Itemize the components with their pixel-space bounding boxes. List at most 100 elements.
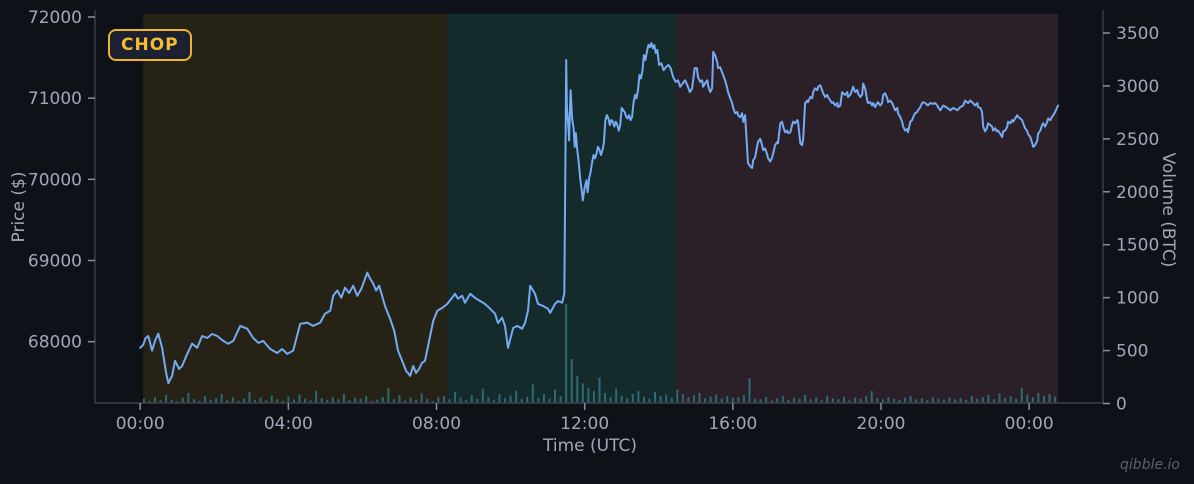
volume-bar bbox=[626, 398, 629, 404]
volume-bar bbox=[259, 397, 262, 404]
volume-bar bbox=[726, 396, 729, 404]
volume-bar bbox=[565, 303, 568, 404]
volume-bar bbox=[337, 399, 340, 404]
volume-bar bbox=[615, 388, 618, 404]
volume-bar bbox=[820, 399, 823, 404]
volume-bar bbox=[170, 399, 173, 404]
price-tick-label: 70000 bbox=[28, 170, 82, 190]
volume-bar bbox=[504, 398, 507, 404]
volume-bar bbox=[598, 377, 601, 404]
volume-bar bbox=[887, 397, 890, 404]
volume-bar bbox=[331, 397, 334, 404]
volume-bar bbox=[804, 395, 807, 404]
price-tick-label: 72000 bbox=[28, 8, 82, 28]
volume-bar bbox=[498, 393, 501, 404]
volume-bar bbox=[715, 394, 718, 404]
volume-tick-label: 3000 bbox=[1116, 77, 1159, 97]
volume-bar bbox=[437, 397, 440, 404]
volume-bar bbox=[831, 398, 834, 404]
volume-bar bbox=[837, 399, 840, 404]
volume-bar bbox=[881, 399, 884, 404]
axes bbox=[94, 10, 1104, 404]
volume-bar bbox=[481, 388, 484, 404]
volume-bar bbox=[792, 397, 795, 404]
volume-bar bbox=[848, 400, 851, 404]
volume-bar bbox=[709, 396, 712, 404]
volume-bars bbox=[142, 303, 1057, 404]
volume-bar bbox=[376, 399, 379, 404]
volume-bar bbox=[509, 395, 512, 404]
volume-bar bbox=[354, 397, 357, 404]
volume-bar bbox=[754, 398, 757, 404]
volume-bar bbox=[748, 378, 751, 404]
volume-bar bbox=[209, 399, 212, 404]
volume-bar bbox=[959, 398, 962, 404]
volume-bar bbox=[776, 398, 779, 404]
volume-bar bbox=[159, 400, 162, 404]
volume-bar bbox=[381, 397, 384, 404]
volume-bar bbox=[620, 395, 623, 404]
volume-bar bbox=[242, 398, 245, 404]
volume-bar bbox=[315, 390, 318, 404]
volume-bar bbox=[670, 397, 673, 404]
volume-bar bbox=[1054, 396, 1057, 404]
volume-bar bbox=[415, 399, 418, 404]
volume-bar bbox=[454, 391, 457, 404]
volume-bar bbox=[409, 397, 412, 404]
volume-bar bbox=[970, 396, 973, 404]
volume-bar bbox=[215, 398, 218, 404]
volume-bar bbox=[298, 394, 301, 404]
volume-bar bbox=[465, 399, 468, 404]
volume-bar bbox=[687, 397, 690, 404]
volume-bar bbox=[1009, 396, 1012, 404]
volume-bar bbox=[1042, 395, 1045, 404]
volume-bar bbox=[459, 397, 462, 404]
volume-bar bbox=[342, 393, 345, 404]
volume-bar bbox=[309, 400, 312, 404]
volume-bar bbox=[426, 398, 429, 404]
volume-bar bbox=[920, 398, 923, 404]
chop-badge: CHOP bbox=[108, 29, 192, 61]
volume-bar bbox=[665, 394, 668, 404]
volume-bar bbox=[1026, 394, 1029, 404]
volume-bar bbox=[559, 396, 562, 404]
volume-bar bbox=[1004, 397, 1007, 404]
volume-bar bbox=[604, 392, 607, 404]
volume-bar bbox=[1015, 398, 1018, 404]
time-tick-label: 04:00 bbox=[264, 414, 313, 434]
volume-bar bbox=[742, 395, 745, 404]
volume-tick-label: 2000 bbox=[1116, 183, 1159, 203]
volume-bar bbox=[992, 399, 995, 404]
volume-bar bbox=[220, 393, 223, 404]
volume-bar bbox=[476, 398, 479, 404]
volume-bar bbox=[226, 400, 229, 404]
volume-bar bbox=[609, 397, 612, 404]
volume-bar bbox=[326, 399, 329, 404]
volume-bar bbox=[570, 359, 573, 404]
volume-bar bbox=[720, 398, 723, 404]
volume-bar bbox=[870, 391, 873, 404]
volume-bar bbox=[520, 399, 523, 404]
volume-bar bbox=[692, 395, 695, 404]
volume-bar bbox=[554, 389, 557, 404]
volume-bar bbox=[909, 396, 912, 404]
volume-bar bbox=[676, 389, 679, 404]
volume-bar bbox=[204, 396, 207, 404]
volume-bar bbox=[1037, 392, 1040, 404]
volume-bar bbox=[1048, 393, 1051, 404]
time-tick-label: 16:00 bbox=[708, 414, 757, 434]
volume-bar bbox=[937, 398, 940, 404]
volume-bar bbox=[965, 399, 968, 404]
volume-bar bbox=[631, 393, 634, 404]
volume-bar bbox=[998, 393, 1001, 404]
volume-bar bbox=[942, 399, 945, 404]
volume-bar bbox=[359, 398, 362, 404]
time-tick-label: 12:00 bbox=[560, 414, 609, 434]
volume-bar bbox=[304, 398, 307, 404]
volume-bar bbox=[142, 398, 145, 404]
volume-bar bbox=[370, 400, 373, 404]
volume-bar bbox=[865, 396, 868, 404]
volume-bar bbox=[526, 396, 529, 404]
volume-bar bbox=[592, 390, 595, 404]
